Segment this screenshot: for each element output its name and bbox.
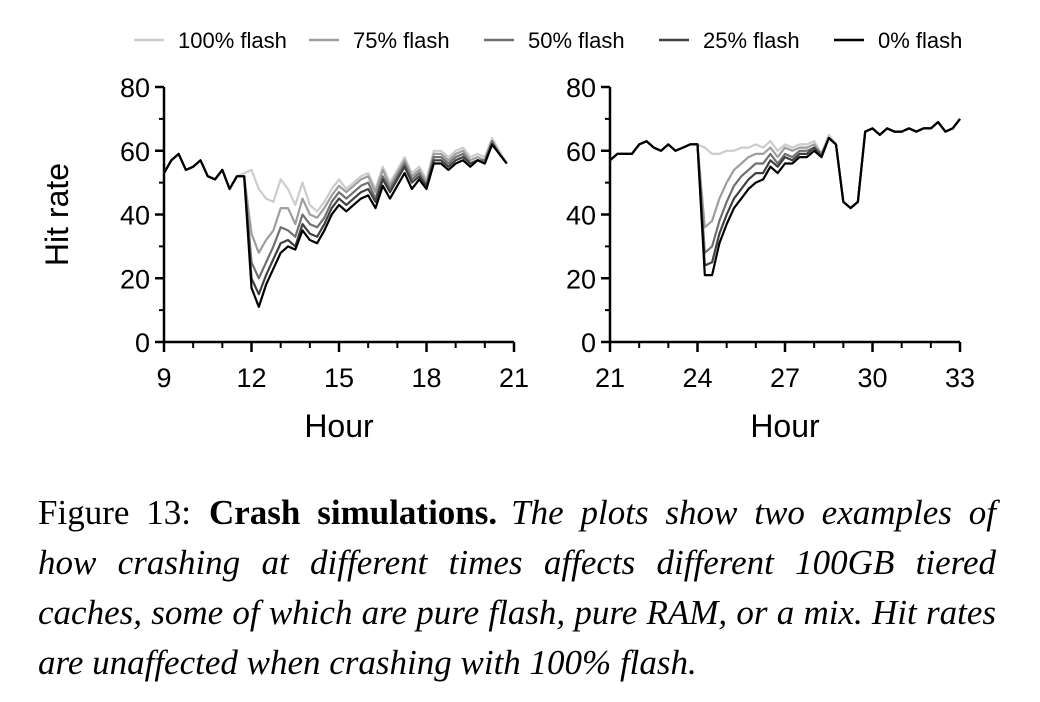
- series-0-flash-line: [609, 118, 961, 277]
- crash-simulation-charts: 100% flash 75% flash 50% flash 25% flash 0% …: [39, 28, 975, 444]
- y-tick-label: 60: [120, 137, 150, 167]
- y-tick-label: 20: [566, 264, 596, 294]
- panel-1: 0 20 40 60 80 9 12 15 18 21 Hour Hit rate: [39, 73, 529, 444]
- caption-figure-number: Figure 13:: [38, 493, 191, 532]
- x-tick-label: 21: [499, 363, 529, 393]
- legend-50-flash-label: 50% flash: [528, 28, 625, 53]
- series-0-flash-line: [163, 143, 508, 308]
- x-axis-label: Hour: [304, 408, 374, 444]
- series-75-flash-line: [609, 118, 961, 229]
- series-100-flash-line: [163, 136, 508, 213]
- y-tick-label: 40: [566, 201, 596, 231]
- series-25-flash-line: [609, 118, 961, 267]
- y-tick-label: 0: [581, 328, 596, 358]
- x-tick-label: 27: [770, 363, 800, 393]
- x-tick-label: 24: [682, 363, 712, 393]
- x-tick-label: 33: [945, 363, 975, 393]
- x-tick-label: 12: [236, 363, 266, 393]
- legend-25-flash-label: 25% flash: [703, 28, 800, 53]
- legend: 100% flash 75% flash 50% flash 25% flash 0% …: [134, 28, 962, 53]
- x-axis-label: Hour: [750, 408, 820, 444]
- caption-title: Crash simulations.: [208, 493, 498, 532]
- x-tick-label: 15: [324, 363, 354, 393]
- x-tick-label: 9: [156, 363, 171, 393]
- caption-body: The plots show two examples of how crash…: [38, 493, 996, 682]
- y-axis-label: Hit rate: [39, 163, 75, 266]
- x-tick-label: 30: [857, 363, 887, 393]
- x-tick-label: 18: [411, 363, 441, 393]
- series-25-flash-line: [163, 143, 508, 296]
- panel-2: 0 20 40 60 80 21 24 27 30 33 Hour: [566, 73, 975, 444]
- legend-0-flash-label: 0% flash: [878, 28, 962, 53]
- y-tick-label: 20: [120, 264, 150, 294]
- y-tick-label: 60: [566, 137, 596, 167]
- y-tick-label: 80: [120, 73, 150, 103]
- figure-caption: Figure 13: Crash simulations. The plots sh…: [38, 488, 996, 688]
- y-tick-label: 80: [566, 73, 596, 103]
- legend-100-flash-label: 100% flash: [178, 28, 287, 53]
- y-tick-label: 40: [120, 201, 150, 231]
- legend-75-flash-label: 75% flash: [353, 28, 450, 53]
- x-tick-label: 21: [595, 363, 625, 393]
- y-tick-label: 0: [135, 328, 150, 358]
- series-50-flash-line: [609, 118, 961, 254]
